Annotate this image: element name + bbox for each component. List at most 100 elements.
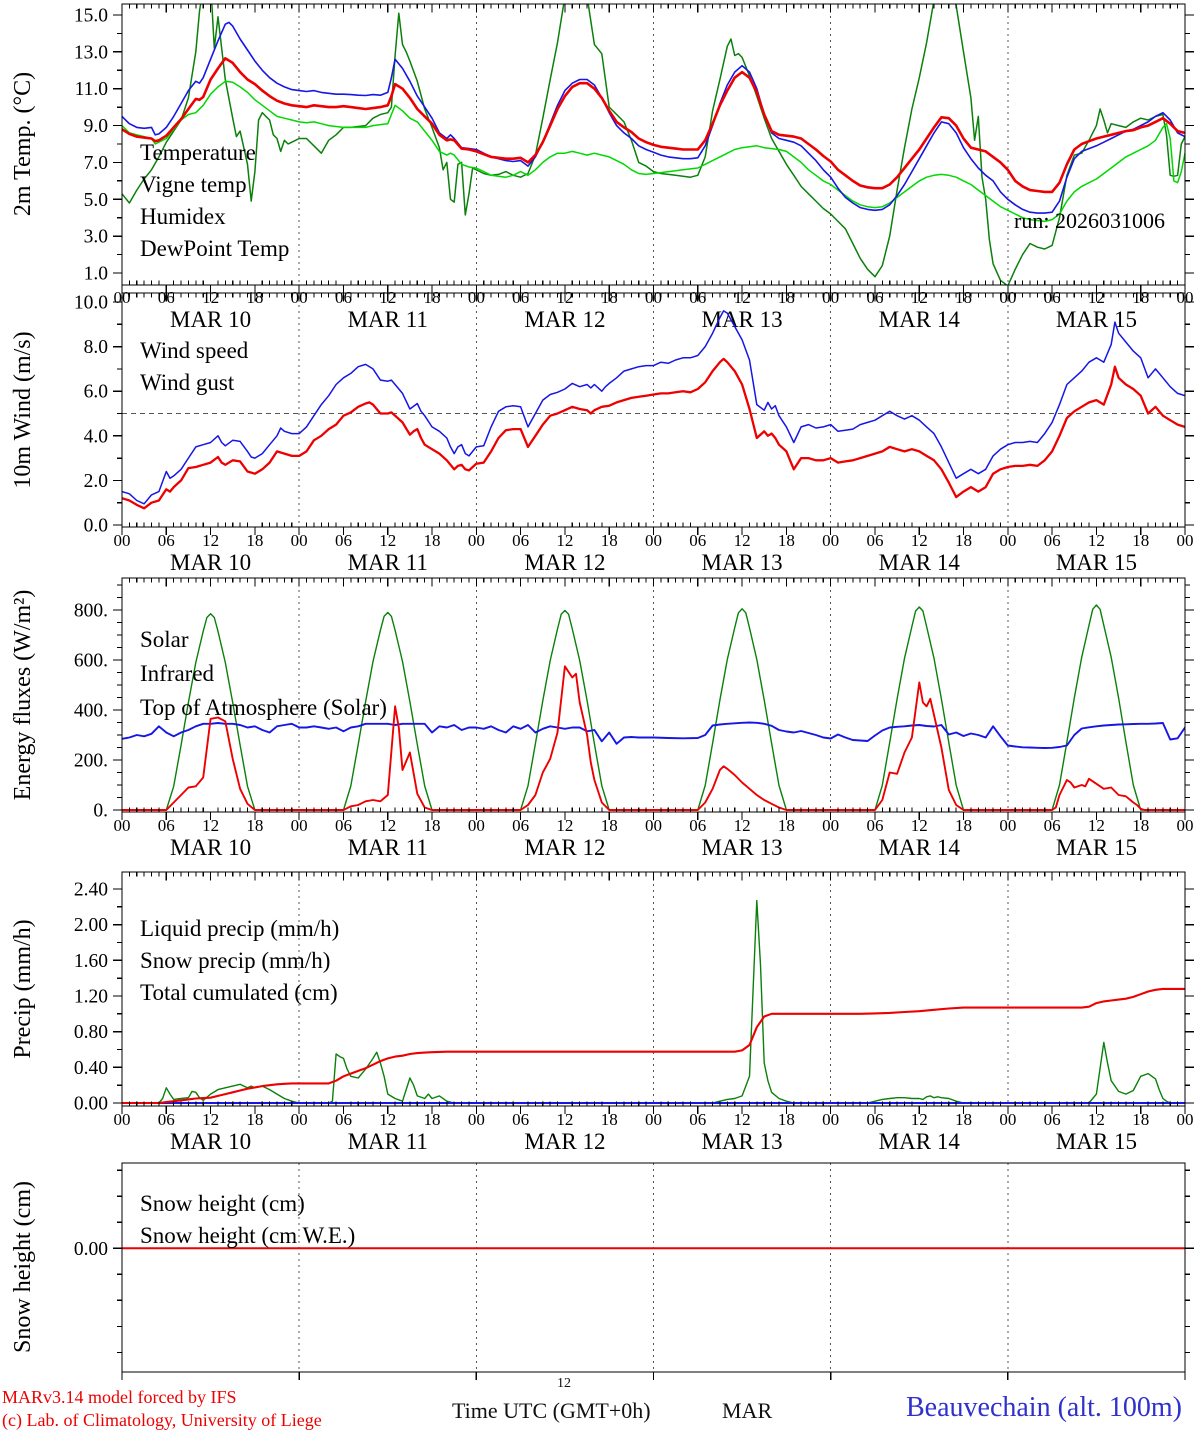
- x-day-label: MAR 13: [702, 307, 783, 332]
- y-tick-label: 2.40: [74, 880, 108, 901]
- x-day-label: MAR 11: [348, 1129, 428, 1154]
- x-tick-label: 06: [335, 1110, 352, 1129]
- y-tick-label: 0.00: [74, 1239, 108, 1260]
- y-axis-title: 2m Temp. (°C): [10, 72, 36, 216]
- x-tick-label: 00: [999, 816, 1016, 835]
- series-vigne-temp: [122, 4, 1185, 285]
- series-dewpoint-temp: [122, 80, 1185, 223]
- panel-wind: 10.0 8.0 6.0 4.0 2.0 0.0 00 06 12 18 00 06 12 18 00 06 1…: [10, 292, 1194, 575]
- x-tick-label: 00: [1177, 1110, 1194, 1129]
- legend-snow-2: Snow height (cm W.E.): [140, 1223, 355, 1248]
- x-tick-label: 18: [778, 1110, 795, 1129]
- legend-temp-2: Vigne temp: [140, 172, 247, 197]
- y-axis-title: Energy fluxes (W/m²): [10, 590, 36, 801]
- model-credit-line2: (c) Lab. of Climatology, University of L…: [2, 1410, 322, 1430]
- y-tick-label: 7.0: [84, 153, 108, 174]
- x-tick-label: 12: [911, 816, 928, 835]
- panel-fluxes: 800. 600. 400. 200. 0. 00 06 12 18 00 06 12 18 00 06 12…: [10, 577, 1194, 860]
- x-tick-label: 18: [778, 816, 795, 835]
- x-tick-label: 00: [468, 1110, 485, 1129]
- x-tick-label: 12: [911, 1110, 928, 1129]
- x-day-label: MAR 10: [170, 1129, 251, 1154]
- series-temperature: [122, 57, 1185, 194]
- series-infrared: [122, 721, 1185, 749]
- x-tick-label: 00: [114, 531, 131, 550]
- x-tick-label: 12: [202, 816, 219, 835]
- x-tick-label: 06: [512, 816, 529, 835]
- legend-temp-4: DewPoint Temp: [140, 236, 289, 261]
- x-tick-label: 18: [955, 816, 972, 835]
- y-tick-label: 10.0: [74, 293, 108, 314]
- series-wind-speed: [122, 357, 1185, 510]
- y-tick-label: 5.0: [84, 190, 108, 211]
- y-tick-label: 13.0: [74, 42, 108, 63]
- x-tick-label: 18: [601, 1110, 618, 1129]
- x-tick-label: 06: [866, 531, 883, 550]
- legend-wind-1: Wind speed: [140, 338, 249, 363]
- x-day-label: MAR 10: [170, 550, 251, 575]
- month-label: MAR: [722, 1398, 773, 1423]
- time-axis-label: Time UTC (GMT+0h): [452, 1398, 651, 1423]
- series-humidex: [122, 21, 1185, 214]
- x-tick-label: 06: [158, 1110, 175, 1129]
- x-tick-label: 12: [556, 816, 573, 835]
- panel-snow: 0.00 Snow height (cm) Snow height (cm) Snow…: [10, 1162, 1194, 1380]
- station-label: Beauvechain (alt. 100m): [905, 1392, 1182, 1423]
- x-tick-label: 18: [1132, 816, 1149, 835]
- y-tick-label: 4.0: [84, 426, 108, 447]
- y-tick-label: 6.0: [84, 382, 108, 403]
- x-day-label: MAR 12: [524, 1129, 605, 1154]
- legend-snow-1: Snow height (cm): [140, 1191, 305, 1216]
- x-tick-label: 00: [291, 1110, 308, 1129]
- x-day-label: MAR 12: [524, 550, 605, 575]
- y-tick-label: 0.0: [84, 516, 108, 537]
- legend-fluxes-2: Infrared: [140, 661, 215, 686]
- x-tick-label: 18: [601, 816, 618, 835]
- legend-fluxes-3: Top of Atmosphere (Solar): [140, 695, 387, 720]
- x-tick-label: 12: [1088, 1110, 1105, 1129]
- x-day-label: MAR 13: [702, 1129, 783, 1154]
- x-tick-label: 12: [379, 531, 396, 550]
- x-tick-label: 18: [246, 816, 263, 835]
- legend-wind-2: Wind gust: [140, 370, 235, 395]
- run-stamp: run: 2026031006: [1014, 208, 1165, 233]
- x-tick-label: 06: [335, 531, 352, 550]
- x-day-label: MAR 14: [879, 307, 961, 332]
- x-day-label: MAR 15: [1056, 307, 1137, 332]
- x-day-label: MAR 14: [879, 1129, 961, 1154]
- x-tick-label: 00: [468, 816, 485, 835]
- x-tick-label: 18: [955, 1110, 972, 1129]
- y-tick-label: 600.: [74, 651, 108, 672]
- legend-temp-1: Temperature: [140, 140, 256, 165]
- x-tick-label: 06: [158, 816, 175, 835]
- x-day-label: MAR 15: [1056, 550, 1137, 575]
- time-axis-sup-label: 12: [557, 1376, 571, 1391]
- x-tick-label: 12: [734, 1110, 751, 1129]
- y-tick-label: 9.0: [84, 116, 108, 137]
- x-tick-label: 18: [1132, 531, 1149, 550]
- series-total-cumulated: [122, 987, 1185, 1105]
- model-credit-line1: MARv3.14 model forced by IFS: [2, 1387, 237, 1407]
- x-tick-label: 06: [866, 1110, 883, 1129]
- x-tick-label: 18: [424, 531, 441, 550]
- x-tick-label: 00: [645, 1110, 662, 1129]
- x-day-label: MAR 15: [1056, 835, 1137, 860]
- x-tick-label: 12: [911, 531, 928, 550]
- legend-fluxes-1: Solar: [140, 627, 189, 652]
- x-tick-label: 06: [689, 1110, 706, 1129]
- x-day-label: MAR 11: [348, 835, 428, 860]
- x-tick-label: 18: [1132, 1110, 1149, 1129]
- x-tick-label: 06: [1044, 816, 1061, 835]
- y-tick-label: 3.0: [84, 227, 108, 248]
- x-tick-label: 06: [866, 816, 883, 835]
- x-tick-label: 00: [822, 531, 839, 550]
- x-day-label: MAR 15: [1056, 1129, 1137, 1154]
- x-tick-label: 00: [822, 1110, 839, 1129]
- legend-precip-1: Liquid precip (mm/h): [140, 916, 339, 941]
- x-day-label: MAR 13: [702, 550, 783, 575]
- x-tick-label: 00: [114, 1110, 131, 1129]
- x-tick-label: 00: [645, 531, 662, 550]
- x-tick-label: 06: [158, 531, 175, 550]
- x-tick-label: 12: [556, 531, 573, 550]
